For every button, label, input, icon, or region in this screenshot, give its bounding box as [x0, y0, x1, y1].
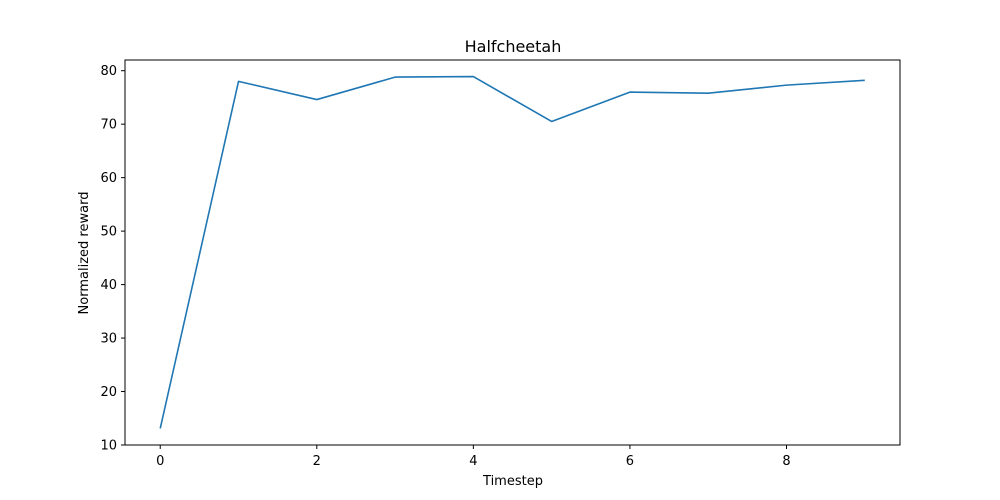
- x-axis-label: Timestep: [482, 474, 543, 489]
- y-tick-label: 40: [100, 278, 117, 293]
- x-axis: 0 2 4 6 8: [156, 445, 791, 469]
- x-tick-label: 4: [469, 454, 477, 469]
- plot-area: [124, 59, 901, 446]
- chart-title: Halfcheetah: [465, 37, 562, 56]
- y-tick-label: 50: [100, 225, 117, 240]
- y-tick-label: 20: [100, 385, 117, 400]
- y-tick-label: 30: [100, 332, 117, 347]
- y-tick-label: 10: [100, 439, 117, 454]
- x-tick-label: 6: [626, 454, 634, 469]
- series-line: [159, 75, 865, 429]
- y-tick-label: 80: [100, 64, 117, 79]
- x-tick-label: 0: [156, 454, 164, 469]
- plot-frame: [124, 59, 901, 446]
- y-tick-label: 60: [100, 171, 117, 186]
- y-tick-label: 70: [100, 118, 117, 133]
- x-tick-label: 8: [782, 454, 790, 469]
- y-axis-label: Normalized reward: [77, 192, 92, 315]
- x-tick-label: 2: [313, 454, 321, 469]
- y-axis: 10 20 30 40 50 60 70 80: [100, 64, 125, 454]
